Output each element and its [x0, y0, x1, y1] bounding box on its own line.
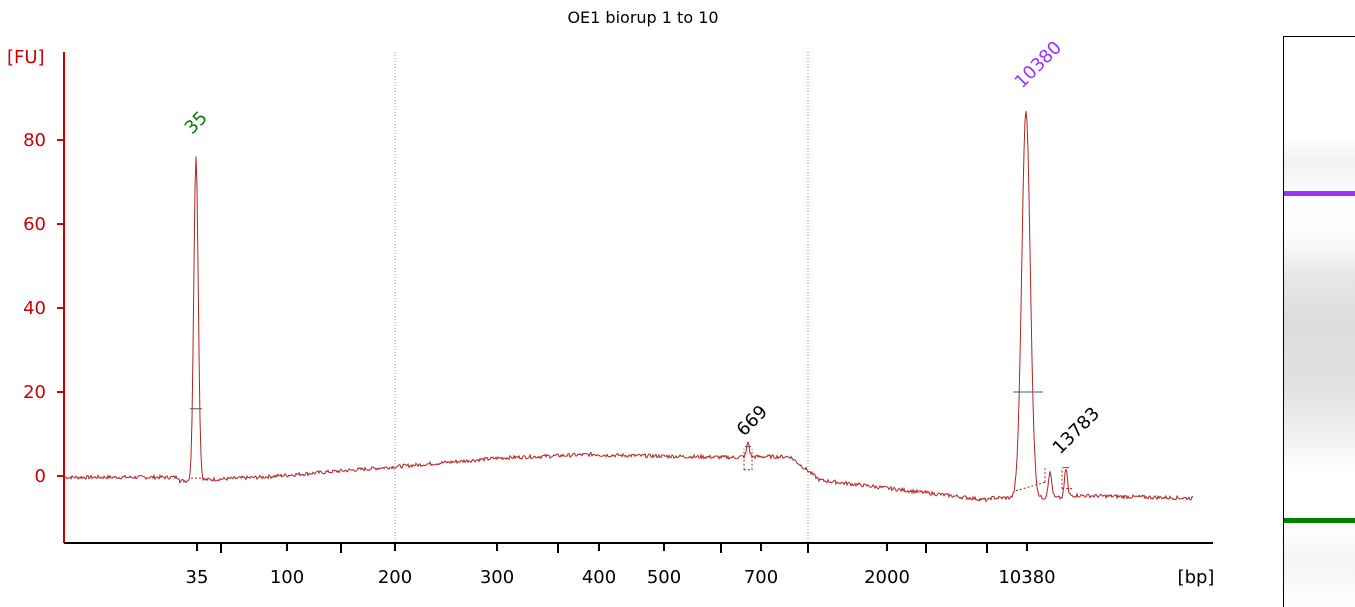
x-ticks: 35 100 200 300 400 500 700 2000 10380 — [186, 543, 1056, 588]
x-tick-label: 400 — [582, 567, 616, 588]
x-tick-label: 200 — [378, 567, 412, 588]
y-axis-label: [FU] — [7, 47, 45, 68]
electropherogram-chart: OE1 biorup 1 to 10 [FU] [bp] 0 20 40 60 80 3… — [7, 8, 1215, 588]
gel-image-lane — [1283, 36, 1355, 607]
peak-label: 35 — [181, 107, 212, 138]
y-tick-label: 40 — [23, 298, 46, 319]
x-tick-label: 100 — [270, 567, 304, 588]
y-tick-label: 60 — [23, 214, 46, 235]
axes — [63, 52, 1213, 544]
baseline-dashed-trace — [191, 448, 1072, 492]
x-tick-label: 700 — [744, 567, 778, 588]
peak-labels: 35 669 10380 13783 — [181, 37, 1104, 469]
peak-label: 669 — [733, 401, 772, 440]
chart-title: OE1 biorup 1 to 10 — [567, 8, 718, 27]
x-tick-label: 500 — [647, 567, 681, 588]
x-tick-label: 35 — [186, 567, 209, 588]
y-tick-label: 0 — [35, 466, 46, 487]
y-tick-label: 20 — [23, 382, 46, 403]
peak-label: 13783 — [1049, 403, 1104, 458]
y-ticks: 0 20 40 60 80 — [23, 130, 64, 487]
x-tick-label: 2000 — [864, 567, 910, 588]
peak-label: 10380 — [1011, 37, 1066, 92]
x-tick-label: 10380 — [998, 567, 1055, 588]
gel-band-lower — [1284, 518, 1355, 523]
x-axis-label: [bp] — [1178, 567, 1215, 588]
y-tick-label: 80 — [23, 130, 46, 151]
grid-lines — [394, 52, 809, 543]
signal-trace — [64, 111, 1194, 503]
gel-band-upper — [1284, 191, 1355, 196]
x-tick-label: 300 — [480, 567, 514, 588]
